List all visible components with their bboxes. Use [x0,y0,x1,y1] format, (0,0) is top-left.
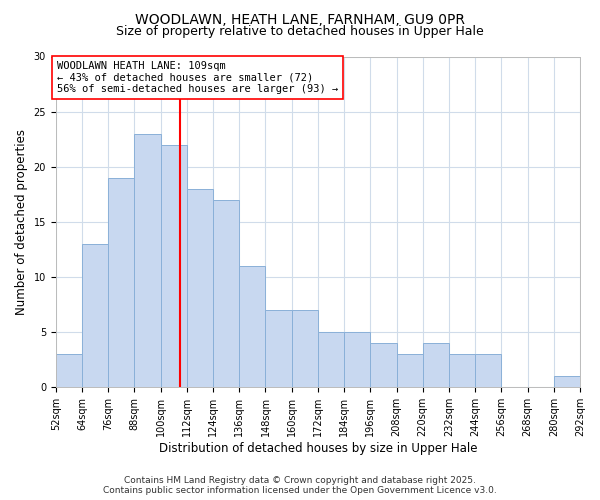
Bar [554,376,580,388]
Bar [239,266,265,388]
Bar [82,244,108,388]
Text: Size of property relative to detached houses in Upper Hale: Size of property relative to detached ho… [116,25,484,38]
Bar [449,354,475,388]
Bar [397,354,423,388]
Bar [108,178,134,388]
Bar [187,189,213,388]
Bar [213,200,239,388]
Bar [423,343,449,388]
Bar [318,332,344,388]
Text: WOODLAWN HEATH LANE: 109sqm
← 43% of detached houses are smaller (72)
56% of sem: WOODLAWN HEATH LANE: 109sqm ← 43% of det… [57,61,338,94]
Text: WOODLAWN, HEATH LANE, FARNHAM, GU9 0PR: WOODLAWN, HEATH LANE, FARNHAM, GU9 0PR [135,12,465,26]
Bar [475,354,502,388]
Bar [265,310,292,388]
Bar [344,332,370,388]
Bar [56,354,82,388]
Text: Contains HM Land Registry data © Crown copyright and database right 2025.
Contai: Contains HM Land Registry data © Crown c… [103,476,497,495]
Y-axis label: Number of detached properties: Number of detached properties [15,129,28,315]
Bar [292,310,318,388]
Bar [370,343,397,388]
Bar [161,144,187,388]
X-axis label: Distribution of detached houses by size in Upper Hale: Distribution of detached houses by size … [158,442,477,455]
Bar [134,134,161,388]
